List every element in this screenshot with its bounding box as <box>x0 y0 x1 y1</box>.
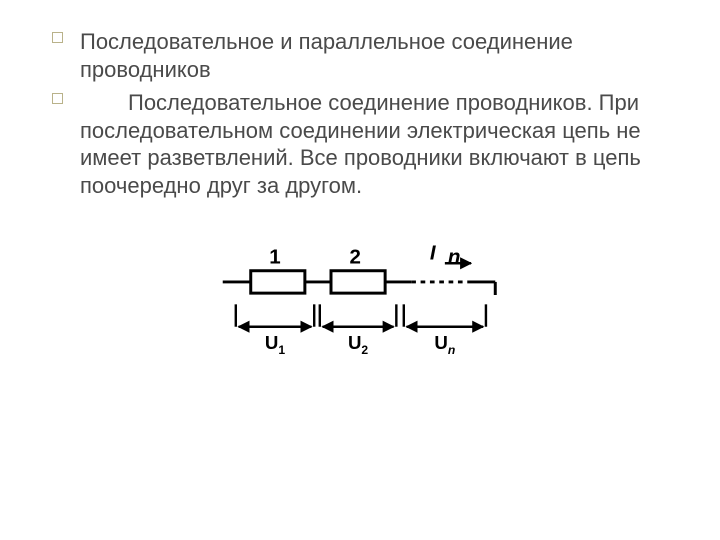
list-item: Последовательное и параллельное соединен… <box>48 28 670 83</box>
diagram-container: 1 2 nI U1 U2 Un <box>48 239 670 384</box>
square-bullet-icon <box>52 93 63 104</box>
list-item: Последовательное соединение проводников.… <box>48 89 670 199</box>
svg-text:U2: U2 <box>348 332 368 357</box>
svg-text:I: I <box>430 242 437 265</box>
svg-text:U1: U1 <box>265 332 285 357</box>
slide: Последовательное и параллельное соединен… <box>0 0 720 540</box>
square-bullet-icon <box>52 32 63 43</box>
series-circuit-diagram: 1 2 nI U1 U2 Un <box>209 239 509 379</box>
svg-text:1: 1 <box>269 245 280 268</box>
svg-text:n: n <box>448 245 461 268</box>
list-item-text: Последовательное и параллельное соединен… <box>80 29 573 82</box>
svg-text:2: 2 <box>350 245 361 268</box>
bullet-list: Последовательное и параллельное соединен… <box>48 28 670 199</box>
list-item-text: Последовательное соединение проводников.… <box>80 90 641 198</box>
svg-text:Un: Un <box>434 332 455 357</box>
